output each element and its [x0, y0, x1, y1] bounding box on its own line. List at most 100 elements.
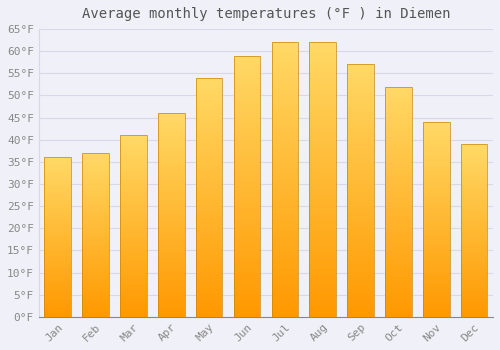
Bar: [310, 251, 336, 253]
Bar: [385, 91, 411, 93]
Bar: [82, 209, 109, 210]
Bar: [423, 226, 450, 227]
Bar: [461, 201, 487, 202]
Bar: [44, 275, 71, 276]
Bar: [461, 284, 487, 285]
Bar: [310, 126, 336, 128]
Bar: [196, 81, 222, 83]
Bar: [234, 289, 260, 291]
Bar: [348, 68, 374, 70]
Bar: [82, 276, 109, 278]
Bar: [196, 256, 222, 258]
Bar: [423, 136, 450, 138]
Bar: [44, 269, 71, 270]
Bar: [348, 223, 374, 224]
Bar: [385, 285, 411, 286]
Bar: [423, 130, 450, 131]
Bar: [272, 172, 298, 174]
Bar: [120, 227, 146, 229]
Bar: [461, 280, 487, 281]
Bar: [348, 293, 374, 295]
Bar: [310, 229, 336, 231]
Bar: [461, 232, 487, 233]
Bar: [310, 187, 336, 189]
Bar: [423, 123, 450, 125]
Bar: [120, 264, 146, 265]
Bar: [234, 240, 260, 242]
Bar: [310, 231, 336, 233]
Bar: [44, 214, 71, 215]
Bar: [272, 95, 298, 97]
Bar: [234, 233, 260, 235]
Bar: [196, 275, 222, 277]
Bar: [461, 314, 487, 316]
Bar: [423, 175, 450, 176]
Bar: [385, 248, 411, 249]
Bar: [82, 293, 109, 294]
Bar: [234, 207, 260, 209]
Bar: [196, 78, 222, 317]
Bar: [423, 239, 450, 240]
Bar: [196, 116, 222, 118]
Bar: [272, 238, 298, 240]
Bar: [272, 207, 298, 209]
Bar: [385, 173, 411, 174]
Bar: [423, 197, 450, 199]
Bar: [348, 206, 374, 208]
Bar: [234, 312, 260, 313]
Bar: [158, 167, 184, 169]
Bar: [234, 217, 260, 219]
Bar: [44, 200, 71, 201]
Bar: [423, 223, 450, 225]
Bar: [44, 207, 71, 209]
Bar: [82, 274, 109, 275]
Bar: [120, 198, 146, 200]
Bar: [82, 239, 109, 240]
Bar: [120, 204, 146, 205]
Bar: [234, 252, 260, 254]
Bar: [120, 155, 146, 156]
Bar: [44, 181, 71, 182]
Bar: [44, 305, 71, 306]
Bar: [44, 303, 71, 304]
Bar: [272, 138, 298, 139]
Bar: [310, 112, 336, 114]
Bar: [461, 298, 487, 300]
Bar: [234, 163, 260, 165]
Bar: [423, 165, 450, 166]
Bar: [423, 149, 450, 150]
Bar: [310, 128, 336, 130]
Bar: [272, 135, 298, 138]
Bar: [310, 44, 336, 46]
Bar: [82, 196, 109, 197]
Bar: [44, 185, 71, 186]
Bar: [234, 287, 260, 289]
Bar: [82, 240, 109, 241]
Bar: [385, 294, 411, 295]
Bar: [310, 309, 336, 311]
Bar: [82, 210, 109, 211]
Bar: [461, 184, 487, 186]
Bar: [461, 249, 487, 250]
Bar: [310, 71, 336, 74]
Bar: [120, 144, 146, 145]
Bar: [385, 116, 411, 117]
Bar: [272, 92, 298, 93]
Bar: [234, 275, 260, 277]
Bar: [234, 204, 260, 205]
Bar: [461, 208, 487, 209]
Bar: [385, 249, 411, 251]
Bar: [423, 252, 450, 253]
Bar: [158, 136, 184, 138]
Bar: [44, 188, 71, 189]
Bar: [461, 308, 487, 309]
Bar: [234, 202, 260, 204]
Bar: [348, 307, 374, 308]
Bar: [310, 308, 336, 309]
Bar: [385, 229, 411, 231]
Bar: [310, 297, 336, 299]
Bar: [44, 260, 71, 261]
Bar: [461, 164, 487, 165]
Bar: [310, 196, 336, 198]
Bar: [310, 198, 336, 200]
